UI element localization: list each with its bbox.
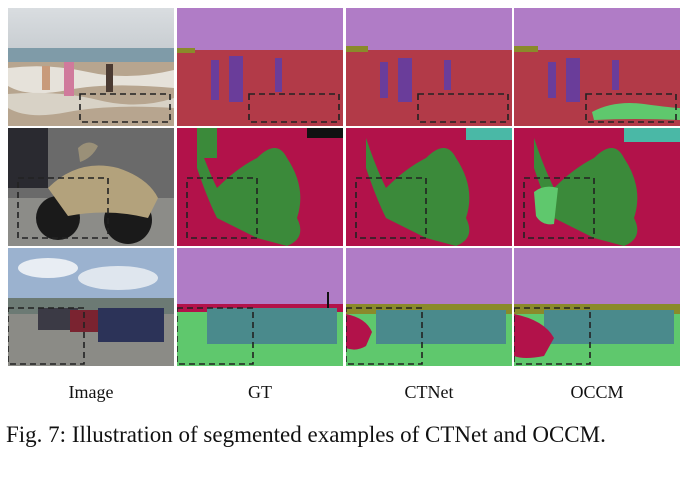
ctnet-beach-mask bbox=[346, 8, 512, 126]
photo-beach bbox=[8, 8, 174, 126]
column-label-gt: GT bbox=[248, 382, 272, 402]
figure-grid bbox=[8, 8, 680, 366]
gt-motorcycle-mask bbox=[177, 128, 343, 246]
ctnet-motorcycle-mask bbox=[346, 128, 512, 246]
occm-cars bbox=[514, 248, 680, 366]
photo-beach-image bbox=[8, 8, 174, 126]
ctnet-cars bbox=[346, 248, 512, 366]
occm-motorcycle bbox=[514, 128, 680, 246]
gt-beach bbox=[177, 8, 343, 126]
gt-beach-mask bbox=[177, 8, 343, 126]
gt-cars-mask bbox=[177, 248, 343, 366]
gt-motorcycle bbox=[177, 128, 343, 246]
ctnet-motorcycle bbox=[346, 128, 512, 246]
ctnet-beach bbox=[346, 8, 512, 126]
column-label-occm: OCCM bbox=[570, 382, 624, 402]
photo-cars bbox=[8, 248, 174, 366]
occm-motorcycle-mask bbox=[514, 128, 680, 246]
ctnet-cars-mask bbox=[346, 248, 512, 366]
photo-cars-image bbox=[8, 248, 174, 366]
photo-motorcycle bbox=[8, 128, 174, 246]
photo-motorcycle-image bbox=[8, 128, 174, 246]
occm-beach bbox=[514, 8, 680, 126]
occm-cars-mask bbox=[514, 248, 680, 366]
gt-cars bbox=[177, 248, 343, 366]
figure-caption: Fig. 7: Illustration of segmented exampl… bbox=[6, 422, 606, 447]
column-label-ctnet: CTNet bbox=[404, 382, 454, 402]
column-label-image: Image bbox=[68, 382, 114, 402]
occm-beach-mask bbox=[514, 8, 680, 126]
